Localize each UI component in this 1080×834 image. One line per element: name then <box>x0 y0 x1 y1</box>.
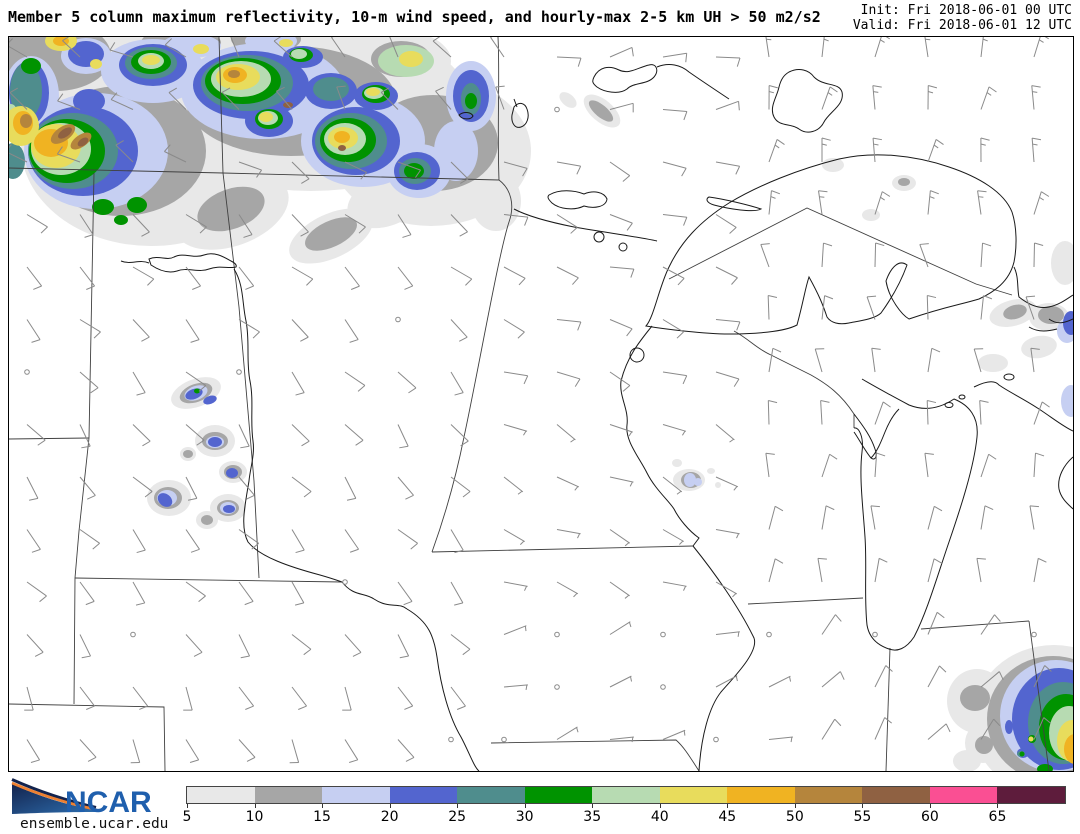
ncar-logo: NCAR <box>11 778 152 816</box>
colorbar-segment <box>322 787 390 803</box>
colorbar-tick <box>254 804 256 808</box>
colorbar-segment <box>457 787 525 803</box>
page-title: Member 5 column maximum reflectivity, 10… <box>8 8 821 26</box>
reflectivity-layer <box>9 37 1073 771</box>
colorbar-tick <box>592 804 594 808</box>
logo-orange-arc <box>11 781 97 811</box>
weather-map-canvas <box>8 36 1074 772</box>
valid-time: Valid: Fri 2018-06-01 12 UTC <box>852 18 1072 33</box>
colorbar-tick-label: 60 <box>921 809 939 825</box>
logo-sail-shape <box>12 784 96 814</box>
colorbar-segment <box>794 787 863 803</box>
lakes-and-rivers <box>120 64 1073 771</box>
brand-text: NCAR <box>65 786 152 816</box>
colorbar-tick-label: 45 <box>718 809 737 825</box>
colorbar-tick <box>322 804 324 808</box>
logo-navy-arc <box>11 778 97 809</box>
run-times: Init: Fri 2018-06-01 00 UTC Valid: Fri 2… <box>853 3 1072 33</box>
colorbar-tick <box>862 804 864 808</box>
colorbar-tick-label: 15 <box>313 809 331 825</box>
colorbar-tick-label: 55 <box>853 809 872 825</box>
colorbar-tick <box>659 804 661 808</box>
wind-barbs-layer <box>9 37 1052 764</box>
colorbar-tick-label: 40 <box>650 809 669 825</box>
init-time: Init: Fri 2018-06-01 00 UTC <box>860 3 1072 18</box>
colorbar-tick-label: 5 <box>182 809 192 825</box>
colorbar-tick <box>524 804 526 808</box>
colorbar-segment <box>389 787 458 803</box>
colorbar-segment <box>862 787 930 803</box>
colorbar-segments <box>186 786 1066 804</box>
colorbar-segment <box>254 787 323 803</box>
colorbar-tick-label: 35 <box>583 809 602 825</box>
colorbar-tick-label: 25 <box>448 809 467 825</box>
colorbar-tick <box>727 804 729 808</box>
colorbar-tick <box>929 804 931 808</box>
colorbar-tick <box>187 804 188 808</box>
colorbar-segment <box>929 787 998 803</box>
colorbar-segment <box>659 787 728 803</box>
state-borders <box>9 37 1050 771</box>
colorbar-segment <box>187 787 255 803</box>
colorbar-segment <box>592 787 660 803</box>
colorbar-tick-label: 50 <box>785 809 804 825</box>
colorbar-segment <box>524 787 593 803</box>
reflectivity-colorbar: 5 10 15 20 25 30 35 40 45 50 55 60 65 <box>182 786 1066 832</box>
colorbar-tick-label: 10 <box>245 809 264 825</box>
colorbar-segment <box>997 787 1065 803</box>
colorbar-tick <box>457 804 459 808</box>
colorbar-tick-label: 30 <box>515 809 534 825</box>
site-url: ensemble.ucar.edu <box>20 816 169 832</box>
colorbar-tick-label: 65 <box>988 809 1007 825</box>
colorbar-tick <box>389 804 391 808</box>
colorbar-segment <box>727 787 795 803</box>
colorbar-tick <box>997 804 999 808</box>
footer: NCAR ensemble.ucar.edu 5 10 15 20 25 30 35 40 45… <box>0 772 1080 834</box>
colorbar-tick <box>794 804 796 808</box>
colorbar-tick-label: 20 <box>380 809 399 825</box>
